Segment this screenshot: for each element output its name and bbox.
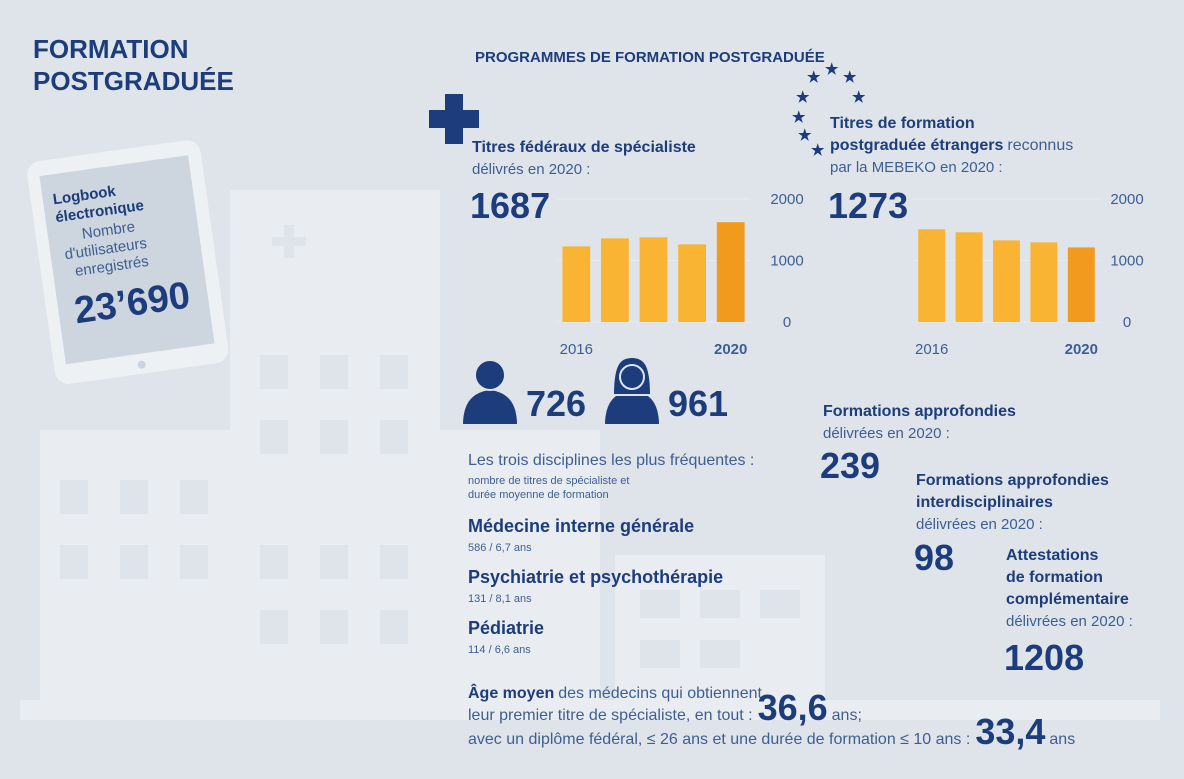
age-text: des médecins qui obtiennent [558,685,762,702]
attestations-title: Attestations [1006,547,1099,564]
discipline-name: Médecine interne générale [468,516,694,536]
x-tick-label: 2016 [560,341,593,358]
y-tick-label: 1000 [1110,253,1143,270]
age-value: 36,6 [758,687,828,728]
tablet: Logbook électronique Nombre d'utilisateu… [27,140,229,384]
bar [1030,242,1058,322]
eu-stars: ★ ★ ★★ ★★★★ [792,61,866,159]
age-text: avec un diplôme fédéral, ≤ 26 ans et une… [468,731,970,748]
subtitle: PROGRAMMES DE FORMATION POSTGRADUÉE [475,49,825,66]
men-value: 726 [526,383,586,424]
x-tick-label: 2020 [1065,341,1098,358]
in-depth-text: délivrées en 2020 : [823,425,950,442]
age-unit: ans; [832,707,862,724]
discipline-detail: 114 / 6,6 ans [468,644,531,656]
bar [918,229,946,322]
discipline-detail: 131 / 8,1 ans [468,593,532,605]
interdisciplinary-text: délivrées en 2020 : [916,516,1043,533]
y-tick-label: 0 [1123,314,1131,331]
disciplines-note: nombre de titres de spécialiste et [468,475,629,487]
doctor-woman-icon [602,355,662,426]
foreign-title: Titres de formation [830,115,975,132]
bar [639,237,668,322]
svg-text:★: ★ [796,89,810,106]
federal-text: délivrés en 2020 : [472,161,590,178]
foreign-text: par la MEBEKO en 2020 : [830,159,1003,176]
discipline-name: Pédiatrie [468,618,544,638]
bar [562,246,591,322]
page-title: FORMATION [33,34,189,64]
svg-text:★: ★ [807,69,821,86]
attestations-text: délivrées en 2020 : [1006,613,1133,630]
attestations-value: 1208 [1004,637,1084,678]
foreign-title: postgraduée étrangers [830,137,1003,154]
interdisciplinary-title: interdisciplinaires [916,494,1053,511]
bar [678,244,706,322]
disciplines-intro: Les trois disciplines les plus fréquente… [468,452,754,469]
age-bold: Âge moyen [468,683,554,702]
in-depth-title: Formations approfondies [823,403,1016,420]
bar [955,232,983,322]
federal-value: 1687 [470,185,550,226]
x-tick-label: 2016 [915,341,948,358]
windows [60,225,800,668]
svg-text:★: ★ [792,109,806,126]
bar [601,238,629,322]
svg-text:★: ★ [811,142,825,159]
interdisciplinary-value: 98 [914,537,954,578]
page-title: POSTGRADUÉE [33,66,234,96]
foreign-value: 1273 [828,185,908,226]
discipline-name: Psychiatrie et psychothérapie [468,567,723,587]
age-line: avec un diplôme fédéral, ≤ 26 ans et une… [468,711,1075,752]
y-tick-label: 2000 [1110,191,1143,208]
attestations-title: complémentaire [1006,591,1129,608]
y-tick-label: 1000 [770,253,803,270]
svg-text:★: ★ [843,69,857,86]
svg-text:★: ★ [852,89,866,106]
cross-icon [429,94,479,144]
bar [993,240,1020,322]
age-line: leur premier titre de spécialiste, en to… [468,687,862,728]
in-depth-value: 239 [820,445,880,486]
age-value: 33,4 [975,711,1045,752]
disciplines-note: durée moyenne de formation [468,489,609,501]
bar [716,222,745,322]
bar [1067,247,1095,322]
women-value: 961 [668,383,728,424]
interdisciplinary-title: Formations approfondies [916,472,1109,489]
age-line: Âge moyen des médecins qui obtiennent [468,683,763,702]
x-tick-label: 2020 [714,341,747,358]
svg-text:★: ★ [798,127,812,144]
y-tick-label: 0 [783,314,791,331]
discipline-detail: 586 / 6,7 ans [468,542,532,554]
foreign-line: postgraduée étrangers reconnus [830,137,1073,154]
age-unit: ans [1049,731,1075,748]
foreign-text: reconnus [1007,137,1073,154]
age-text: leur premier titre de spécialiste, en to… [468,707,753,724]
svg-text:★: ★ [825,61,839,78]
federal-title: Titres fédéraux de spécialiste [472,139,696,156]
y-tick-label: 2000 [770,191,803,208]
attestations-title: de formation [1006,569,1103,586]
doctor-man-icon [460,359,520,426]
